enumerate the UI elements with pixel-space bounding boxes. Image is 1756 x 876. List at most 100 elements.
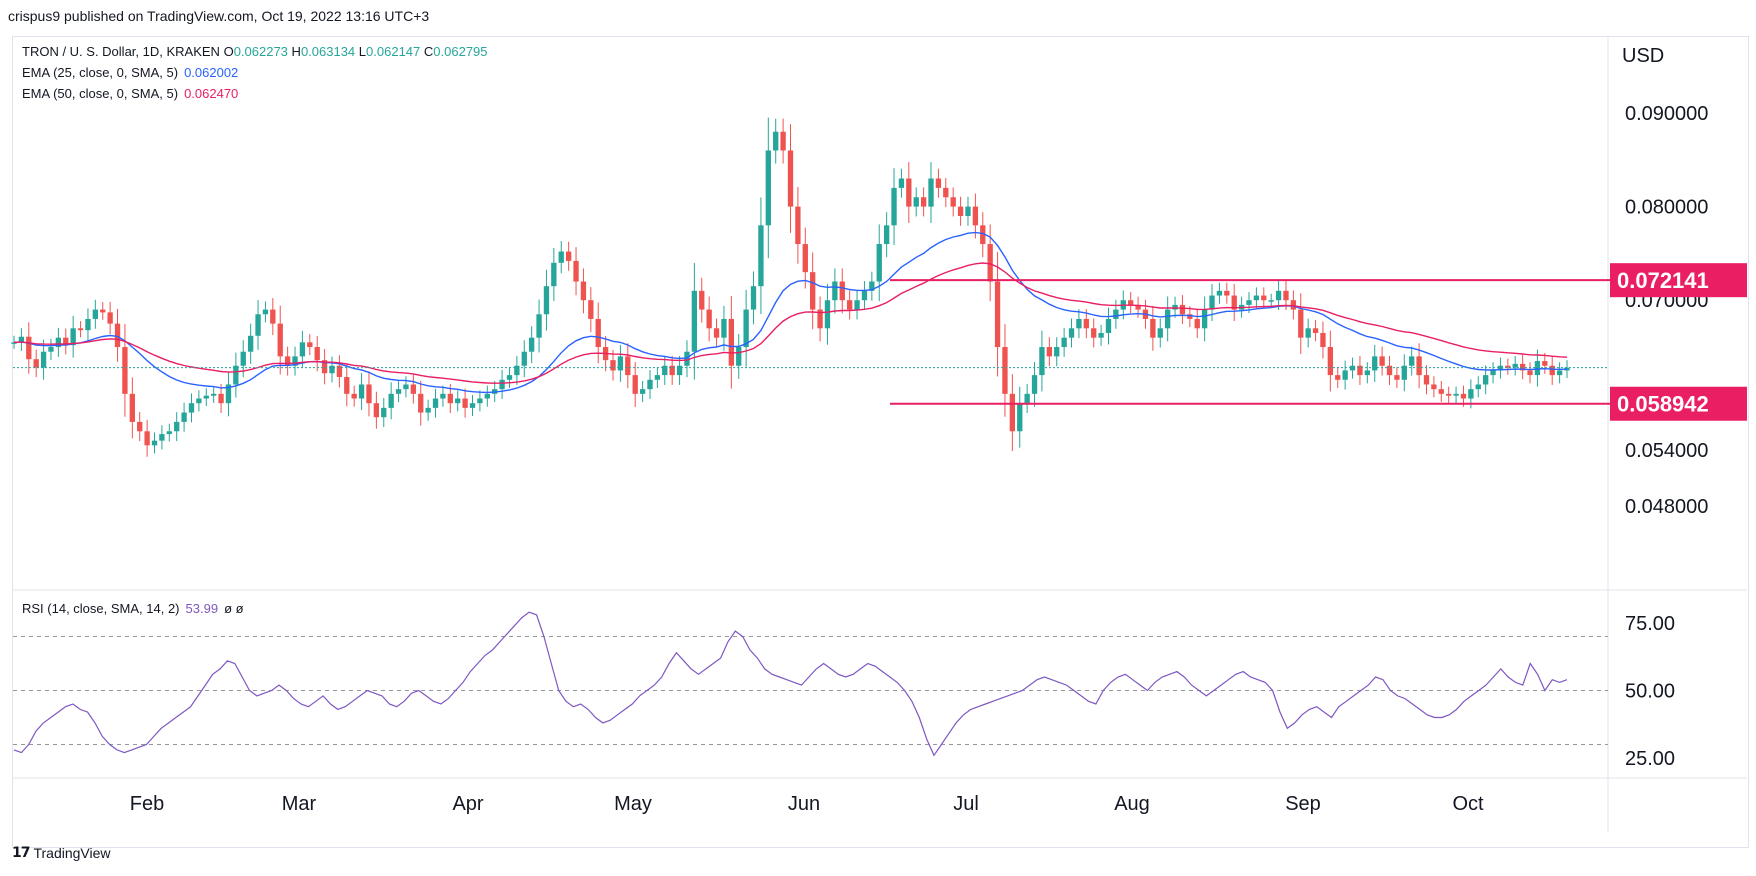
candle-body — [773, 131, 779, 151]
level-badge — [1610, 263, 1747, 298]
candle-body — [1364, 370, 1370, 376]
candle-body — [928, 178, 934, 207]
candle-body — [1423, 375, 1430, 385]
candle-body — [920, 197, 927, 207]
rsi-extra: ø ø — [224, 601, 244, 616]
date-tick-label: Sep — [1285, 793, 1321, 815]
candle-body — [1298, 309, 1304, 338]
candle-body — [662, 365, 668, 376]
ema50-value: 0.062470 — [184, 86, 239, 101]
candle-body — [617, 356, 624, 371]
candle-body — [721, 318, 727, 338]
candle-body — [114, 323, 121, 348]
candle-body — [935, 178, 942, 188]
candle-body — [181, 412, 187, 422]
candle-body — [1091, 328, 1097, 338]
candle-body — [1054, 347, 1060, 357]
candle-body — [1401, 365, 1407, 380]
candle-body — [610, 360, 616, 371]
candle-body — [1179, 304, 1186, 315]
candle-body — [203, 395, 209, 399]
candle-body — [85, 318, 91, 331]
candle-body — [987, 244, 993, 282]
candle-body — [632, 375, 638, 394]
candle-body — [1135, 304, 1141, 310]
candle-body — [410, 384, 417, 394]
legend-ema25-row[interactable]: EMA (25, close, 0, SMA, 5) 0.062002 — [22, 65, 238, 80]
candle-body — [1379, 356, 1385, 366]
candle-body — [521, 351, 527, 366]
candle-body — [558, 251, 564, 263]
candle-body — [543, 286, 550, 315]
candle-body — [425, 407, 431, 413]
candle-body — [1283, 290, 1289, 301]
candle-body — [1253, 295, 1260, 301]
candle-body — [344, 376, 350, 394]
candle-body — [403, 384, 409, 390]
candle-body — [861, 290, 868, 301]
candle-body — [247, 335, 254, 352]
candle-body — [832, 281, 838, 301]
candle-body — [196, 398, 202, 404]
candle-body — [676, 365, 683, 376]
footer: 17 TradingView — [12, 845, 111, 861]
candle-body — [1098, 332, 1104, 338]
candle-body — [159, 434, 165, 441]
candle-body — [654, 375, 661, 380]
low-value: 0.062147 — [366, 44, 421, 59]
candle-body — [1024, 393, 1030, 404]
candle-body — [174, 421, 180, 432]
date-tick-label: Oct — [1452, 793, 1484, 815]
legend-ema50-row[interactable]: EMA (50, close, 0, SMA, 5) 0.062470 — [22, 86, 238, 101]
candle-body — [1002, 347, 1008, 394]
candle-body — [1187, 314, 1193, 319]
date-tick-label: Mar — [282, 793, 317, 815]
candle-body — [1128, 300, 1134, 305]
candle-body — [965, 206, 971, 216]
candle-body — [418, 393, 424, 413]
candle-body — [1312, 328, 1319, 333]
legend-rsi-row[interactable]: RSI (14, close, SMA, 14, 2) 53.99 ø ø — [22, 601, 244, 616]
candle-body — [211, 393, 217, 396]
candle-body — [684, 351, 690, 366]
candle-body — [40, 351, 47, 368]
candle-body — [277, 323, 283, 357]
candle-body — [1416, 356, 1422, 376]
tradingview-logo-icon[interactable]: 17 — [12, 845, 31, 861]
candle-body — [854, 300, 860, 310]
candle-body — [1549, 365, 1555, 376]
candle-body — [529, 337, 535, 352]
open-value: 0.062273 — [233, 44, 288, 59]
candle-body — [1460, 393, 1467, 399]
candle-body — [1409, 356, 1415, 366]
candle-body — [107, 312, 113, 324]
candle-body — [1157, 328, 1163, 338]
candle-body — [1216, 290, 1223, 296]
candle-body — [1335, 375, 1341, 380]
chart-frame — [12, 36, 1749, 848]
candle-body — [565, 251, 572, 261]
brand-name[interactable]: TradingView — [33, 845, 111, 861]
date-tick-label: Aug — [1114, 793, 1150, 815]
candle-body — [33, 359, 39, 368]
candle-body — [388, 393, 394, 408]
legend-symbol-row: TRON / U. S. Dollar, 1D, KRAKEN O0.06227… — [22, 44, 488, 59]
level-label: 0.072141 — [1617, 268, 1709, 293]
candle-body — [1031, 375, 1038, 394]
candle-body — [876, 244, 882, 282]
candle-body — [144, 431, 150, 446]
candle-body — [270, 309, 276, 324]
candle-body — [1482, 375, 1489, 385]
candle-body — [1386, 365, 1393, 376]
ema50-line — [13, 262, 1568, 384]
currency-label: USD — [1622, 45, 1664, 67]
symbol-label[interactable]: TRON / U. S. Dollar, 1D, KRAKEN — [22, 44, 220, 59]
candle-body — [1068, 328, 1075, 338]
candle-body — [1268, 300, 1274, 302]
ema25-line — [13, 231, 1568, 394]
candle-body — [1105, 318, 1112, 333]
candle-body — [787, 150, 794, 207]
candle-body — [906, 178, 912, 207]
candle-body — [1497, 365, 1504, 371]
